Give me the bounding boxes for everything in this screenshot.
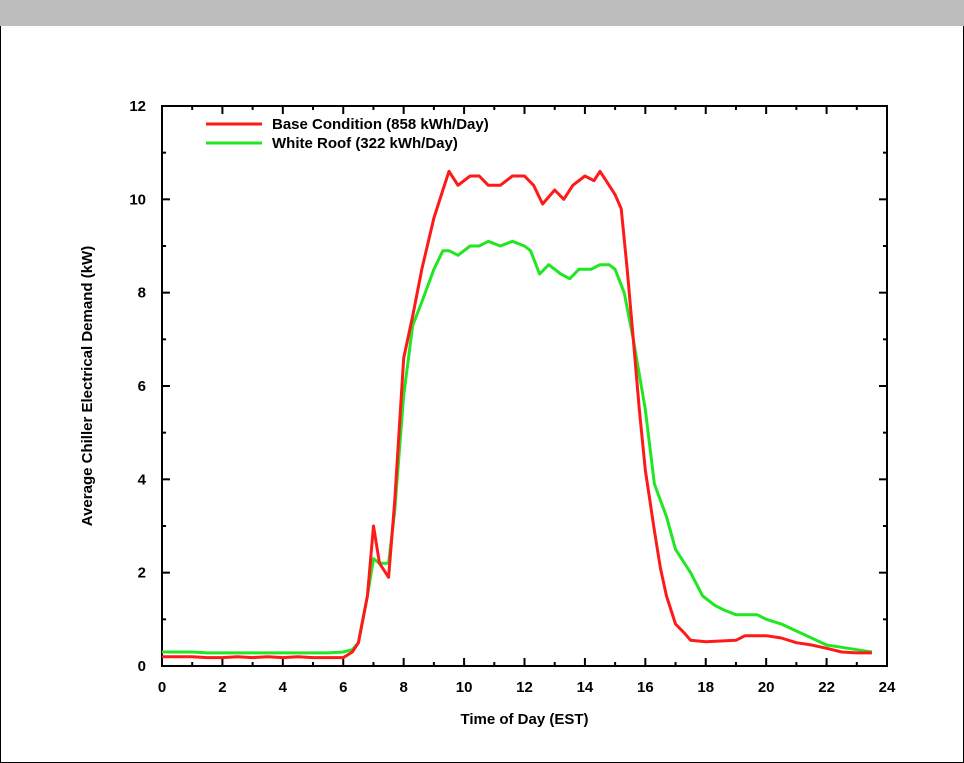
x-tick-label: 2 [218,679,226,696]
y-tick-label: 4 [138,471,147,488]
x-axis-label: Time of Day (EST) [460,711,588,728]
window-top-bar [0,0,964,26]
series [162,169,873,660]
x-tick-label: 6 [339,679,347,696]
legend-label: Base Condition (858 kWh/Day) [272,116,489,133]
x-tick-label: 8 [399,679,407,696]
x-tick-label: 0 [158,679,166,696]
y-tick-label: 12 [129,98,146,115]
y-tick-label: 10 [129,191,146,208]
x-tick-label: 18 [697,679,714,696]
x-tick-label: 4 [279,679,288,696]
series-line-white-roof [162,239,873,655]
plot-border [161,105,888,667]
x-tick-label: 14 [577,679,594,696]
x-tick-label: 16 [637,679,654,696]
y-tick-label: 2 [138,565,146,582]
y-tick-label: 8 [138,285,146,302]
x-tick-label: 22 [818,679,835,696]
y-tick-label: 0 [138,658,146,675]
legend-label: White Roof (322 kWh/Day) [272,135,458,152]
series-line-base-condition [162,169,872,660]
y-tick-label: 6 [138,378,146,395]
x-tick-label: 24 [879,679,896,696]
x-tick-label: 20 [758,679,775,696]
x-tick-label: 10 [456,679,473,696]
axes [161,105,888,667]
legend: Base Condition (858 kWh/Day) White Roof (… [206,116,489,152]
x-tick-label: 12 [516,679,533,696]
y-axis-label: Average Chiller Electrical Demand (kW) [79,246,96,526]
